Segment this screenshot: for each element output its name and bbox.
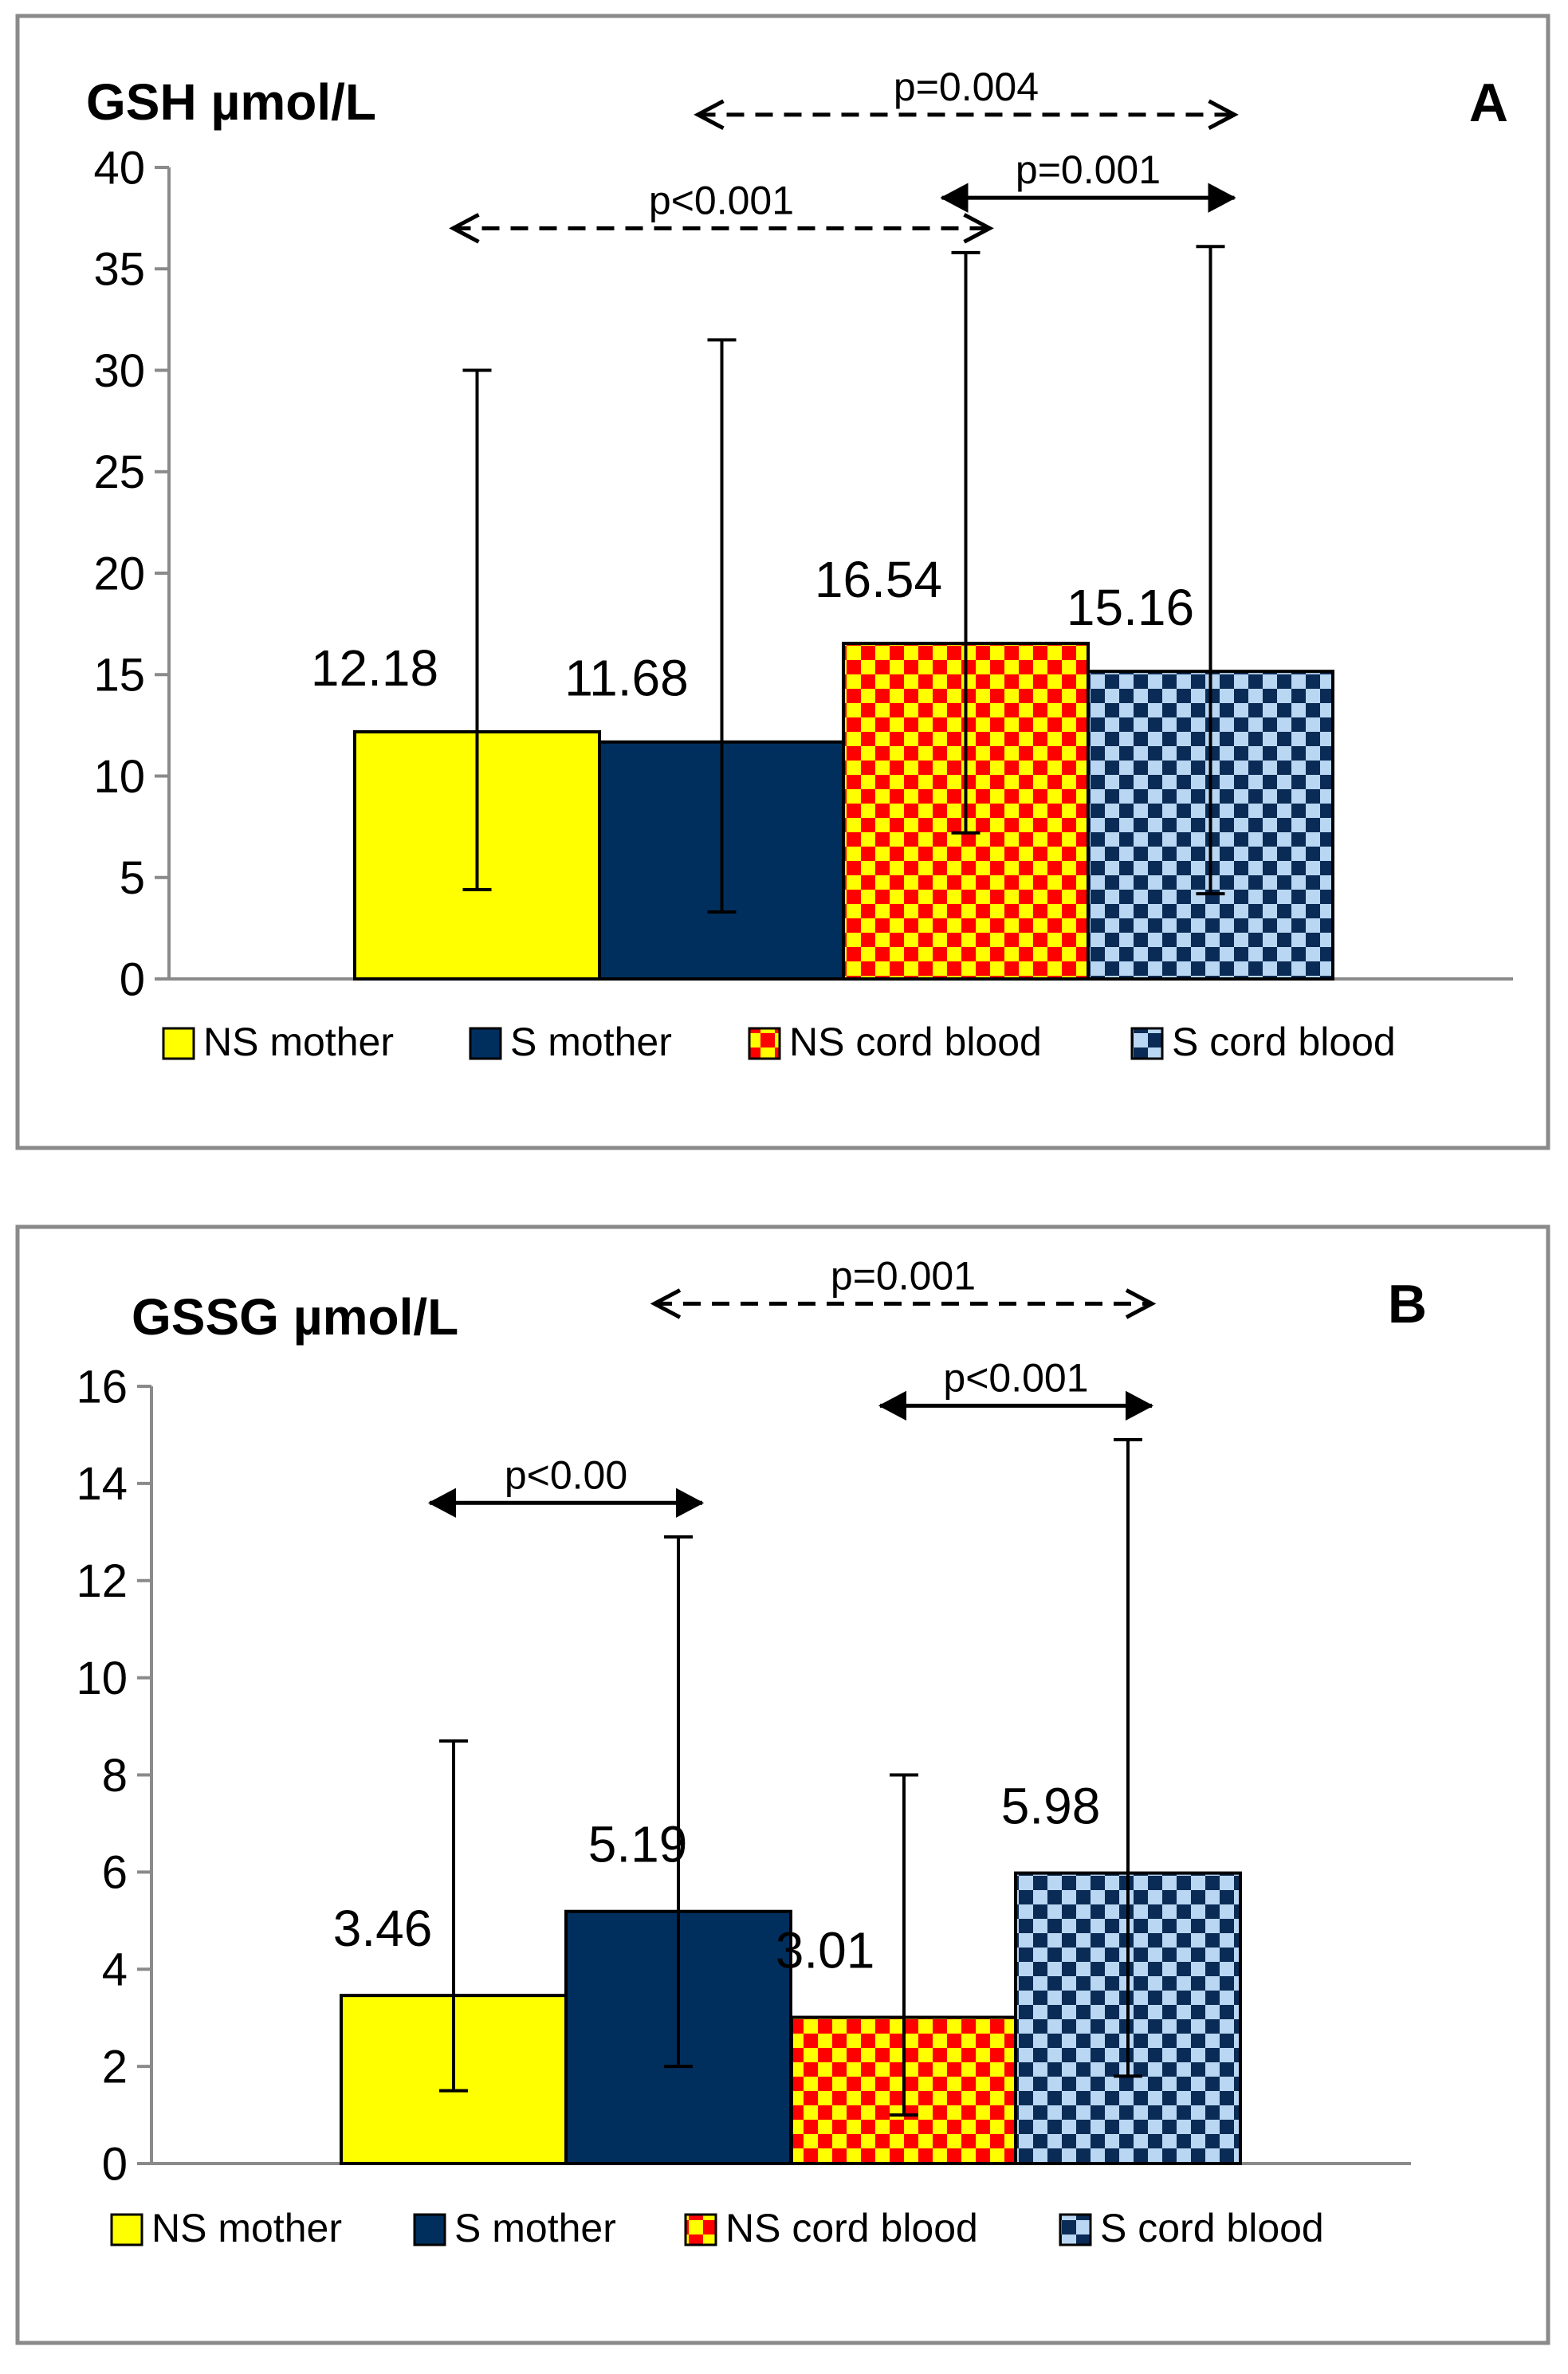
significance-annotation: p=0.001 (940, 147, 1236, 213)
y-tick-label: 5 (120, 852, 145, 904)
y-tick-label: 6 (102, 1847, 128, 1899)
significance-annotation: p<0.00 (427, 1452, 705, 1518)
annotation-label: p=0.004 (894, 65, 1039, 109)
annotation-arrow-left (427, 1488, 456, 1518)
y-tick-label: 4 (102, 1944, 128, 1996)
annotation-arrow-right (1125, 1288, 1157, 1319)
legend-swatch (162, 1027, 195, 1060)
legend-swatch (748, 1027, 781, 1060)
annotation-label: p<0.00 (505, 1452, 627, 1497)
panel-letter: A (1469, 73, 1508, 133)
value-label: 5.19 (588, 1816, 688, 1873)
legend-label: S cord blood (1100, 2206, 1324, 2250)
y-tick-label: 25 (93, 446, 145, 498)
legend-label: NS mother (203, 1020, 394, 1064)
significance-annotation: p=0.001 (650, 1253, 1157, 1319)
annotation-arrow-right (1208, 183, 1236, 213)
chart-border (15, 1224, 1550, 2345)
chart-title: GSH µmol/L (86, 73, 376, 131)
legend-label: NS cord blood (789, 1020, 1042, 1064)
value-label: 3.46 (333, 1900, 433, 1957)
legend-swatch (413, 2213, 446, 2246)
legend-label: S mother (454, 2206, 616, 2250)
value-label: 5.98 (1001, 1778, 1101, 1835)
legend-label: S mother (510, 1020, 672, 1064)
value-label: 12.18 (311, 639, 438, 697)
y-tick-label: 0 (102, 2138, 128, 2190)
annotation-label: p=0.001 (831, 1253, 976, 1298)
annotation-arrow-left (694, 99, 725, 131)
gsh-chart-svg: GSH µmol/L A 0 5 10 15 20 25 30 35 40 12.18 11.68 16.… (15, 14, 1550, 1150)
significance-annotation: p=0.004 (694, 65, 1239, 131)
legend-label: S cord blood (1172, 1020, 1396, 1064)
legend-swatch (684, 2213, 717, 2246)
y-tick-label: 10 (76, 1653, 128, 1704)
annotation-label: p<0.001 (943, 1355, 1088, 1400)
y-tick-label: 0 (120, 953, 145, 1005)
annotation-arrow-left (878, 1390, 906, 1421)
y-tick-label: 10 (93, 751, 145, 803)
annotation-arrow-left (940, 183, 969, 213)
annotation-arrow-right (676, 1488, 705, 1518)
chart-panel-a: GSH µmol/L A 0 5 10 15 20 25 30 35 40 12.18 11.68 16.… (15, 14, 1550, 1150)
value-label: 15.16 (1067, 579, 1194, 636)
y-tick-label: 12 (76, 1555, 128, 1607)
legend-swatch (1059, 2213, 1092, 2246)
y-tick-label: 2 (102, 2041, 128, 2093)
annotation-label: p<0.001 (649, 178, 794, 222)
value-label: 16.54 (815, 551, 942, 608)
legend-swatch (110, 2213, 143, 2246)
annotation-arrow-left (650, 1288, 682, 1319)
chart-panel-b: GSSG µmol/L B 0 2 4 6 8 10 12 14 16 3.46 5.19 3.01 5.9… (0, 1187, 1568, 2374)
y-tick-label: 20 (93, 548, 145, 599)
annotation-arrow-right (1208, 99, 1239, 131)
y-tick-label: 30 (93, 345, 145, 397)
y-tick-label: 40 (93, 142, 145, 194)
annotation-arrow-left (449, 213, 480, 244)
gssg-chart-svg: GSSG µmol/L B 0 2 4 6 8 10 12 14 16 3.46 5.19 3.01 5.9… (15, 1224, 1550, 2345)
annotation-arrow-right (963, 213, 994, 244)
chart-title: GSSG µmol/L (132, 1288, 458, 1346)
significance-annotation: p<0.001 (878, 1355, 1154, 1421)
y-tick-label: 35 (93, 244, 145, 296)
value-label: 11.68 (564, 650, 688, 707)
y-tick-label: 16 (76, 1361, 128, 1413)
legend-label: NS cord blood (725, 2206, 978, 2250)
y-tick-label: 15 (93, 650, 145, 702)
legend-label: NS mother (151, 2206, 342, 2250)
y-tick-label: 8 (102, 1750, 128, 1802)
panel-letter: B (1388, 1274, 1427, 1334)
value-label: 3.01 (776, 1922, 875, 1979)
legend-swatch (469, 1027, 502, 1060)
significance-annotation: p<0.001 (449, 178, 994, 244)
annotation-arrow-right (1126, 1390, 1154, 1421)
annotation-label: p=0.001 (1016, 147, 1161, 192)
chart-border (15, 14, 1550, 1150)
legend-swatch (1130, 1027, 1164, 1060)
y-tick-label: 14 (76, 1458, 128, 1510)
